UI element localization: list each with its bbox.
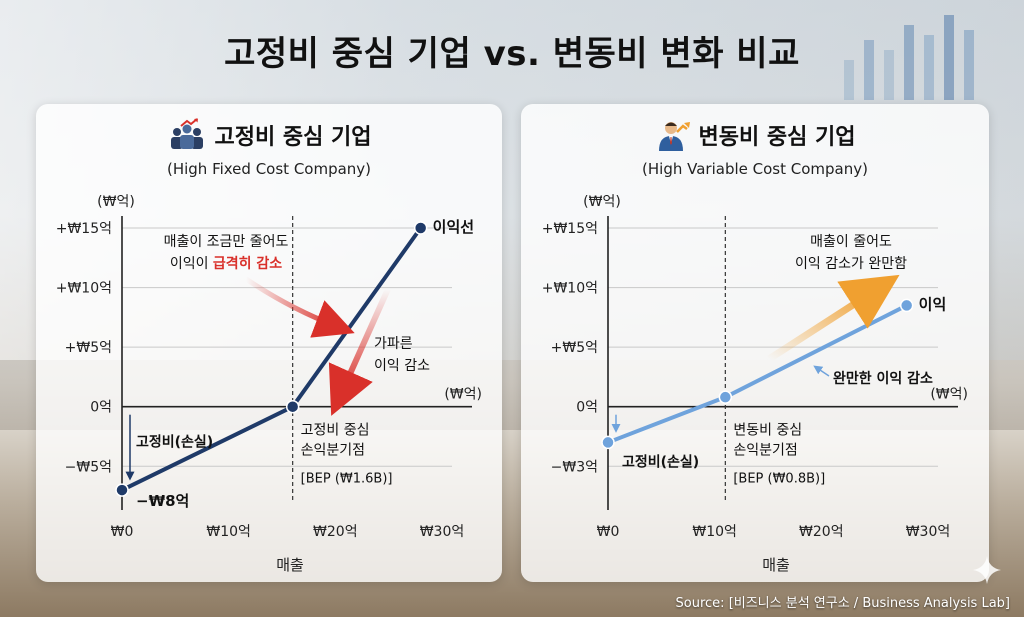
bep-label: 손익분기점 xyxy=(301,443,365,459)
annotation-text-prefix: 이익이 xyxy=(170,256,213,272)
team-growth-icon xyxy=(170,118,203,149)
series-name-label: 이익 xyxy=(919,295,947,313)
bep-value-label: [BEP (₩1.6B)] xyxy=(301,472,393,487)
x-tick-label: ₩30억 xyxy=(906,524,951,540)
annotation-text: 이익 감소 xyxy=(374,358,430,374)
x-tick-label: ₩20억 xyxy=(313,524,358,540)
x-tick-label: ₩10억 xyxy=(692,524,737,540)
x-tick-label: ₩30억 xyxy=(420,524,465,540)
x-axis-title: 매출 xyxy=(762,556,790,574)
x-tick-label: ₩0 xyxy=(597,524,620,540)
panel-title-text: 고정비 중심 기업 xyxy=(214,125,372,150)
panel-subtitle: (High Variable Cost Company) xyxy=(642,160,868,178)
start-value-label: −₩8억 xyxy=(136,492,189,510)
red-arrow xyxy=(328,287,391,416)
x-tick-label: ₩20억 xyxy=(799,524,844,540)
panel-header: 변동비 중심 기업 (High Variable Cost Company) xyxy=(521,118,989,178)
orange-arrow xyxy=(767,274,900,362)
annotation-text-highlight: 급격히 감소 xyxy=(213,255,282,272)
page-title: 고정비 중심 기업 vs. 변동비 변화 비교 xyxy=(224,34,800,74)
y-tick-label: −₩3억 xyxy=(551,459,598,475)
y-tick-label: +₩15억 xyxy=(56,221,112,237)
red-arrow xyxy=(244,276,355,338)
annotation-text: 완만한 이익 감소 xyxy=(833,370,933,387)
series-name-label: 이익선 xyxy=(433,218,474,236)
bep-label: 손익분기점 xyxy=(733,443,797,459)
y-tick-label: −₩5억 xyxy=(65,459,112,475)
panel-fixed-cost: 고정비 중심 기업 (High Fixed Cost Company) (₩억)… xyxy=(36,104,502,582)
fixed-cost-label: 고정비(손실) xyxy=(622,453,699,470)
data-point xyxy=(601,435,615,450)
chart-variable-cost: (₩억) (₩억) +₩15억 +₩10억 +₩5억 0억 −₩3억 ₩0 ₩10억 ₩20억 ₩3… xyxy=(542,194,968,574)
y-tick-label: +₩5억 xyxy=(551,340,598,356)
data-point xyxy=(285,399,300,414)
annotation-text: 매출이 조금만 줄어도 xyxy=(164,234,289,250)
businessman-growth-icon xyxy=(658,122,690,151)
bep-label: 고정비 중심 xyxy=(301,423,370,439)
data-point xyxy=(718,390,733,404)
panel-title-text: 변동비 중심 기업 xyxy=(698,125,856,150)
data-point xyxy=(899,298,914,313)
annotation-text: 이익이 급격히 감소 xyxy=(170,255,282,272)
y-tick-label: 0억 xyxy=(90,400,112,416)
panel-title-row: 변동비 중심 기업 xyxy=(655,118,856,152)
y-tick-label: 0억 xyxy=(576,400,598,416)
x-unit-label: (₩억) xyxy=(444,387,482,403)
background-decor-chart xyxy=(844,15,974,100)
panel-subtitle: (High Fixed Cost Company) xyxy=(166,160,372,178)
bep-label: 변동비 중심 xyxy=(733,423,802,439)
panel-variable-cost: 변동비 중심 기업 (High Variable Cost Company) (… xyxy=(521,104,989,582)
y-tick-label: +₩5억 xyxy=(65,340,112,356)
data-point xyxy=(115,483,129,497)
y-axis-label: (₩억) xyxy=(583,194,621,210)
panel-header: 고정비 중심 기업 (High Fixed Cost Company) xyxy=(36,118,502,178)
y-tick-label: +₩10억 xyxy=(56,281,112,297)
y-axis-label: (₩억) xyxy=(97,194,135,210)
annotation-text: 가파른 xyxy=(374,336,413,352)
x-tick-label: ₩0 xyxy=(111,524,134,540)
annotation-text: 이익 감소가 완만함 xyxy=(795,256,907,272)
x-tick-label: ₩10억 xyxy=(206,524,251,540)
sparkle-icon xyxy=(973,556,1001,584)
x-unit-label: (₩억) xyxy=(930,387,968,403)
annotation-text: 매출이 줄어도 xyxy=(810,234,892,250)
panel-title-row: 고정비 중심 기업 xyxy=(167,118,372,152)
chart-fixed-cost: (₩억) (₩억) +₩15억 +₩10억 +₩5억 0억 −₩5억 ₩0 ₩10억 ₩20억 ₩3… xyxy=(56,194,482,574)
data-point xyxy=(413,221,428,235)
source-caption: Source: [비즈니스 분석 연구소 / Business Analysis… xyxy=(675,596,1010,611)
x-axis-title: 매출 xyxy=(276,556,304,574)
bep-value-label: [BEP (₩0.8B)] xyxy=(733,472,825,487)
fixed-cost-label: 고정비(손실) xyxy=(136,434,213,451)
y-tick-label: +₩15억 xyxy=(542,221,598,237)
y-tick-label: +₩10억 xyxy=(542,281,598,297)
pointer-arrow xyxy=(813,365,830,377)
